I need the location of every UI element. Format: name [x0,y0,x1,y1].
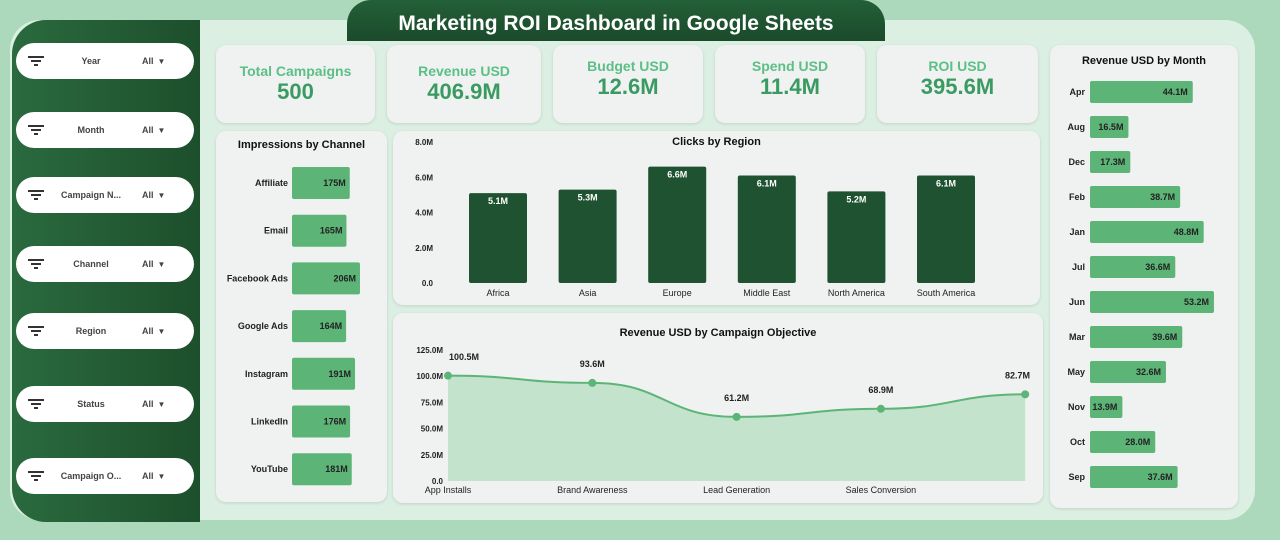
filter-label: Status [77,399,105,409]
chevron-down-icon[interactable]: ▼ [157,399,166,409]
chart-title: Revenue USD by Month [1081,55,1207,67]
month-panel: Revenue USD by Month [1050,45,1238,508]
chevron-down-icon[interactable]: ▼ [157,125,166,135]
filter-label: Region [75,326,107,336]
chevron-down-icon[interactable]: ▼ [157,56,166,66]
filter-icon [26,125,46,135]
kpi-label: Spend USD [751,58,829,74]
chevron-down-icon[interactable]: ▼ [157,471,166,481]
filter-label: Channel [73,259,109,269]
filter-value[interactable]: All [142,56,154,66]
kpi-label: ROI USD [928,58,987,74]
filter-icon [26,190,46,200]
filter-channel[interactable]: Channel All ▼ [16,246,194,282]
kpi-label: Total Campaigns [239,63,352,79]
filter-campaign-n[interactable]: Campaign N... All ▼ [16,177,194,213]
clicks-panel: Clicks by Region [393,131,1040,305]
chevron-down-icon[interactable]: ▼ [157,326,166,336]
chart-title: Clicks by Region [672,136,761,148]
filter-month[interactable]: Month All ▼ [16,112,194,148]
chart-title: Impressions by Channel [237,139,366,151]
filter-campaign-o[interactable]: Campaign O... All ▼ [16,458,194,494]
kpi-value: 12.6M [597,74,659,99]
page-title: Marketing ROI Dashboard in Google Sheets [347,0,885,41]
kpi-spend: Spend USD 11.4M [715,45,865,123]
chevron-down-icon[interactable]: ▼ [157,190,166,200]
kpi-budget: Budget USD 12.6M [553,45,703,123]
filter-year[interactable]: Year All ▼ [16,43,194,79]
filter-icon [26,399,46,409]
objective-panel: Revenue USD by Campaign Objective [393,313,1043,503]
chart-title: Revenue USD by Campaign Objective [619,327,817,339]
kpi-value: 500 [277,79,314,104]
chevron-down-icon[interactable]: ▼ [157,259,166,269]
kpi-revenue: Revenue USD 406.9M [387,45,541,123]
kpi-label: Revenue USD [418,63,510,79]
filter-value[interactable]: All [142,326,154,336]
kpi-total-campaigns: Total Campaigns 500 [216,45,375,123]
kpi-value: 395.6M [920,74,995,99]
kpi-value: 406.9M [427,79,501,104]
filter-value[interactable]: All [142,125,154,135]
filter-value[interactable]: All [142,259,154,269]
filter-icon [26,56,46,66]
filter-value[interactable]: All [142,471,154,481]
filter-label: Campaign N... [60,190,121,200]
filter-icon [26,326,46,336]
filter-icon [26,471,46,481]
impressions-panel: Impressions by Channel [216,131,387,502]
filter-label: Year [81,56,101,66]
filter-label: Campaign O... [60,471,122,481]
filter-value[interactable]: All [142,190,154,200]
kpi-roi: ROI USD 395.6M [877,45,1038,123]
filter-value[interactable]: All [142,399,154,409]
filter-status[interactable]: Status All ▼ [16,386,194,422]
kpi-value: 11.4M [760,74,820,99]
filter-region[interactable]: Region All ▼ [16,313,194,349]
filter-icon [26,259,46,269]
kpi-label: Budget USD [587,58,669,74]
filter-label: Month [77,125,105,135]
